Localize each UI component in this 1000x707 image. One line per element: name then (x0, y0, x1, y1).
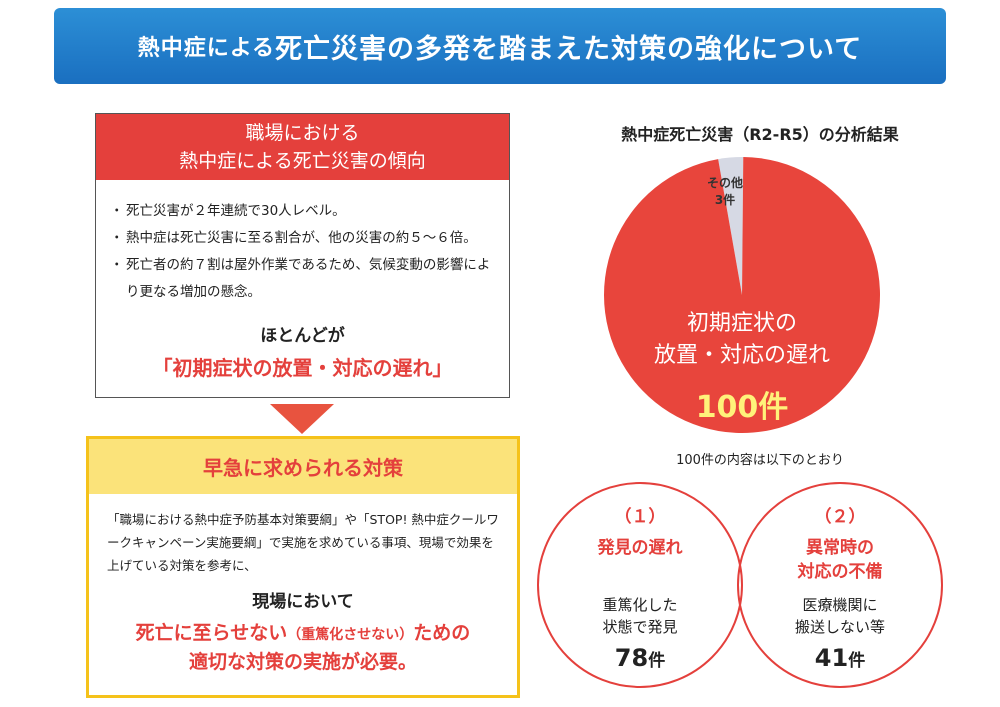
pie-label-other: その他 3件 (690, 175, 760, 209)
category-desc-line2: 状態で発見 (602, 618, 677, 636)
category-number: （１） (539, 502, 741, 527)
banner-main: 死亡災害の多発を踏まえた対策の強化について (275, 27, 862, 66)
category-title-line1: 発見の遅れ (598, 538, 683, 558)
tendency-bullet: 死亡者の約７割は屋外作業であるため、気候変動の影響により更なる増加の懸念。 (116, 252, 495, 306)
category-description: 重篤化した 状態で発見 (539, 594, 741, 638)
tendency-bullet: 熱中症は死亡災害に至る割合が、他の災害の約５～６倍。 (116, 225, 495, 252)
banner-prefix: 熱中症による (138, 30, 275, 62)
category-title: 異常時の 対応の不備 (739, 536, 941, 584)
page-title-banner: 熱中症による 死亡災害の多発を踏まえた対策の強化について (54, 8, 946, 84)
down-arrow-icon (270, 404, 334, 434)
category-title-line1: 異常時の (806, 538, 874, 558)
pie-label-main-line2: 放置・対応の遅れ (654, 343, 830, 368)
category-count-unit: 件 (648, 651, 665, 671)
breakdown-note: 100件の内容は以下のとおり (560, 449, 960, 468)
measures-conclusion: 死亡に至らせない（重篤化させない）ための 適切な対策の実施が必要。 (89, 620, 517, 676)
measures-paragraph: 「職場における熱中症予防基本対策要綱」や「STOP! 熱中症クールワークキャンペ… (107, 508, 499, 577)
category-count-num: 41 (815, 644, 848, 672)
category-desc-line1: 医療機関に (802, 596, 877, 614)
measures-place: 現場において (89, 587, 517, 612)
category-count-num: 78 (615, 644, 648, 672)
conclusion-line2: 適切な対策の実施が必要。 (189, 651, 417, 673)
category-description: 医療機関に 搬送しない等 (739, 594, 941, 638)
category-count-unit: 件 (848, 651, 865, 671)
tendency-bullet: 死亡災害が２年連続で30人レベル。 (116, 198, 495, 225)
chart-title: 熱中症死亡災害（R2-R5）の分析結果 (560, 121, 960, 145)
category-circle-2: （２） 異常時の 対応の不備 医療機関に 搬送しない等 41件 (737, 482, 943, 688)
tendency-bullets: 死亡災害が２年連続で30人レベル。 熱中症は死亡災害に至る割合が、他の災害の約５… (96, 198, 509, 306)
category-count: 41件 (739, 644, 941, 672)
tendency-header-line2: 熱中症による死亡災害の傾向 (179, 147, 425, 175)
tendency-box: 職場における 熱中症による死亡災害の傾向 死亡災害が２年連続で30人レベル。 熱… (95, 113, 510, 398)
tendency-header-line1: 職場における (245, 119, 359, 147)
conclusion-part-b: ための (413, 622, 470, 644)
pie-label-main: 初期症状の 放置・対応の遅れ (602, 308, 882, 372)
pie-label-main-line1: 初期症状の (687, 311, 797, 336)
tendency-header: 職場における 熱中症による死亡災害の傾向 (96, 114, 509, 180)
measures-box: 早急に求められる対策 「職場における熱中症予防基本対策要綱」や「STOP! 熱中… (86, 436, 520, 698)
category-circle-1: （１） 発見の遅れ 重篤化した 状態で発見 78件 (537, 482, 743, 688)
category-desc-line1: 重篤化した (602, 596, 677, 614)
tendency-key-phrase: 「初期症状の放置・対応の遅れ」 (96, 352, 509, 381)
pie-label-other-count: 3件 (715, 193, 735, 207)
category-title-line2: 対応の不備 (798, 562, 883, 582)
category-number: （２） (739, 502, 941, 527)
pie-label-main-count: 100件 (602, 382, 882, 426)
category-desc-line2: 搬送しない等 (795, 618, 885, 636)
measures-header: 早急に求められる対策 (89, 439, 517, 494)
conclusion-paren: （重篤化させない） (287, 627, 413, 643)
category-count: 78件 (539, 644, 741, 672)
conclusion-part-a: 死亡に至らせない (136, 622, 288, 644)
pie-label-other-name: その他 (707, 176, 743, 190)
category-title: 発見の遅れ (539, 536, 741, 560)
tendency-lead: ほとんどが (96, 321, 509, 346)
